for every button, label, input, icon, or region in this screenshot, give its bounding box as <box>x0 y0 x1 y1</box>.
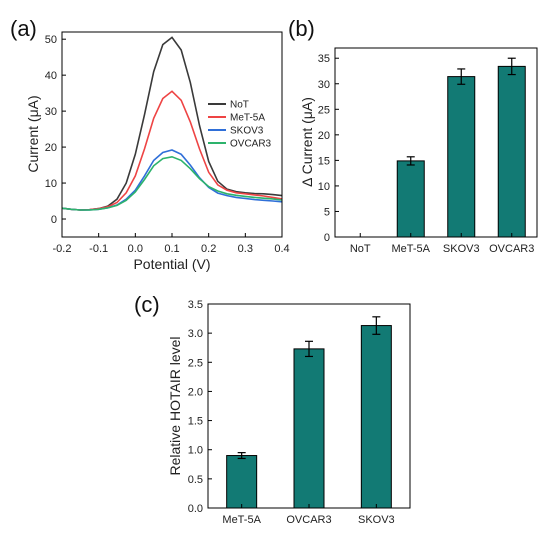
panel-a-legend: NoT MeT-5A SKOV3 OVCAR3 <box>208 100 272 150</box>
panel-a-xlabel: Potential (V) <box>133 256 210 272</box>
panel-a-xtick-label: 0.4 <box>274 243 289 255</box>
panel-c-ytick-label: 2.5 <box>188 357 203 369</box>
panel-b-bar-ovcar3 <box>497 65 526 238</box>
panel-b-plot-frame <box>334 47 538 238</box>
panel-c-ytick-label: 1.5 <box>188 416 203 428</box>
panel-a-xtick-label: -0.1 <box>89 243 108 255</box>
panel-b-ytick-label: 25 <box>318 104 330 116</box>
panel-a-ytick-label: 20 <box>45 142 57 154</box>
panel-b-ylabel: Δ Current (μA) <box>299 97 315 187</box>
panel-label-b: (b) <box>288 16 315 41</box>
panel-a-legend-label: SKOV3 <box>230 126 264 137</box>
panel-a-legend-label: MeT-5A <box>230 113 265 124</box>
panel-b-bar-chart: 0 5 10 15 20 25 30 35 NoT MeT-5A SKOV3 OVCAR3 Δ Cur… <box>299 47 538 255</box>
panel-c-bar-chart: 0.0 0.5 1.0 1.5 2.0 2.5 3.0 3.5 MeT-5A OVCAR3 SKOV… <box>167 299 411 526</box>
panel-a-xtick-label: 0.0 <box>128 243 143 255</box>
panel-a-legend-label: OVCAR3 <box>230 139 272 150</box>
panel-c-ytick-label: 0.0 <box>188 503 203 515</box>
panel-b-ytick-label: 30 <box>318 79 330 91</box>
panel-c-xtick-label: SKOV3 <box>358 514 395 526</box>
panel-label-c: (c) <box>134 292 160 317</box>
panel-b-ytick-label: 0 <box>324 232 330 244</box>
panel-a-legend-label: NoT <box>230 100 249 111</box>
panel-b-bar-met-5a <box>396 160 425 238</box>
panel-label-a: (a) <box>10 16 37 41</box>
panel-c-ytick-label: 3.0 <box>188 328 203 340</box>
panel-a-ytick-label: 40 <box>45 70 57 82</box>
panel-b-ytick-label: 15 <box>318 155 330 167</box>
panel-a-ytick-label: 0 <box>51 214 57 226</box>
panel-b-bar-skov3 <box>447 76 476 238</box>
panel-b-ytick-label: 5 <box>324 206 330 218</box>
panel-a-line-chart: -0.2 -0.1 0.0 0.1 0.2 0.3 0.4 0 10 20 30 40 50 Poten… <box>25 31 290 272</box>
panel-c-ytick-label: 0.5 <box>188 474 203 486</box>
panel-c-ylabel: Relative HOTAIR level <box>167 336 183 475</box>
panel-c-ytick-label: 1.0 <box>188 445 203 457</box>
panel-c-bar-ovcar3 <box>293 348 325 509</box>
panel-a-series-ovcar3 <box>61 155 283 211</box>
panel-a-ytick-label: 10 <box>45 178 57 190</box>
panel-a-ytick-label: 50 <box>45 34 57 46</box>
panel-c-bar-skov3 <box>360 325 392 509</box>
panel-c-xtick-label: OVCAR3 <box>286 514 331 526</box>
panel-b-xtick-label: NoT <box>350 243 371 255</box>
panel-a-xtick-label: -0.2 <box>53 243 72 255</box>
panel-b-xtick-label: OVCAR3 <box>489 243 534 255</box>
panel-b-ytick-label: 35 <box>318 53 330 65</box>
panel-b-xtick-label: MeT-5A <box>391 243 430 255</box>
panel-a-xtick-label: 0.2 <box>201 243 216 255</box>
panel-a-series-skov3 <box>61 149 283 211</box>
panel-c-ytick-label: 2.0 <box>188 386 203 398</box>
panel-b-xtick-label: SKOV3 <box>443 243 480 255</box>
panel-a-xtick-label: 0.3 <box>238 243 253 255</box>
panel-a-xtick-label: 0.1 <box>164 243 179 255</box>
panel-b-ytick-label: 20 <box>318 130 330 142</box>
panel-a-ylabel: Current (μA) <box>25 95 41 172</box>
panel-a-series-not <box>61 36 283 211</box>
panel-b-ytick-label: 10 <box>318 181 330 193</box>
panel-c-ytick-label: 3.5 <box>188 299 203 311</box>
panel-a-ytick-label: 30 <box>45 106 57 118</box>
panel-c-xtick-label: MeT-5A <box>222 514 261 526</box>
panel-c-bar-met-5a <box>226 455 258 509</box>
